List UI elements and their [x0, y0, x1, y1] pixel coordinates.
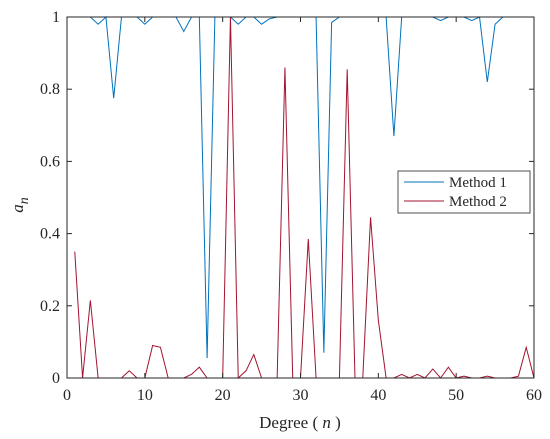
x-tick-label-5: 50: [448, 387, 464, 404]
svg-text:an: an: [8, 197, 32, 213]
x-tick-label-2: 20: [215, 387, 231, 404]
y-axis-label-sub: n: [17, 197, 32, 204]
y-tick-label-2: 0.4: [40, 226, 60, 243]
x-axis-label: Degree ( n ): [259, 413, 341, 432]
y-axis-label-main: a: [8, 204, 27, 213]
x-tick-label-3: 30: [293, 387, 309, 404]
legend-label-method-1: Method 1: [449, 175, 507, 191]
x-tick-label-4: 40: [370, 387, 386, 404]
x-axis-label-prefix: Degree (: [259, 413, 322, 432]
legend-box: [397, 170, 531, 214]
legend: Method 1 Method 2: [397, 170, 531, 214]
x-tick-label-6: 60: [526, 387, 542, 404]
x-tick-labels: 0 10 20 30 40 50 60: [63, 387, 542, 404]
x-axis-label-suffix: ): [331, 413, 341, 432]
y-tick-label-4: 0.8: [40, 81, 60, 98]
legend-label-method-2: Method 2: [449, 194, 507, 210]
x-tick-label-1: 10: [137, 387, 153, 404]
y-tick-label-0: 0: [52, 370, 60, 387]
x-axis-label-var: n: [322, 413, 331, 432]
x-tick-label-0: 0: [63, 387, 71, 404]
y-axis-label: an: [8, 197, 32, 213]
y-tick-label-3: 0.6: [40, 153, 60, 170]
y-tick-label-5: 1: [52, 9, 60, 26]
y-tick-labels: 0 0.2 0.4 0.6 0.8 1: [40, 9, 60, 387]
ticks-layer: [66, 16, 535, 379]
y-tick-label-1: 0.2: [40, 298, 60, 315]
